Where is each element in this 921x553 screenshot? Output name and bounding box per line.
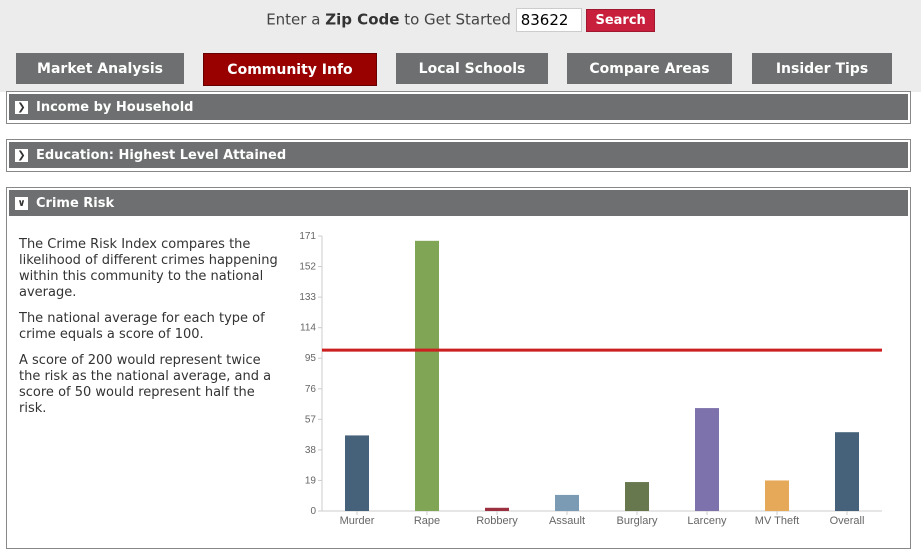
y-tick-label: 0: [310, 506, 316, 517]
bar-assault: [555, 494, 579, 511]
x-tick-label: MV Theft: [755, 515, 799, 527]
zip-form: Enter a Zip Code to Get Started Search: [0, 8, 921, 32]
bar-robbery: [485, 507, 509, 511]
desc-paragraph: The national average for each type of cr…: [19, 311, 265, 342]
crime-risk-chart: 0 19 38 57 76 95 114 133 152 171 Murder Rape Robbery…: [299, 231, 882, 527]
prompt-post: to Get Started: [404, 10, 511, 29]
bar-rape: [415, 240, 439, 511]
bar-mv-theft: [765, 480, 789, 511]
y-tick-label: 152: [299, 262, 316, 273]
panel-crime-risk: ∨ Crime Risk: [6, 187, 911, 549]
crime-description: The Crime Risk Index compares the likeli…: [19, 237, 281, 427]
y-tick-label: 38: [305, 445, 317, 456]
prompt-bold: Zip Code: [325, 10, 400, 29]
bar-murder: [345, 435, 369, 511]
tab-compare-areas[interactable]: Compare Areas: [567, 53, 732, 84]
y-tick-label: 114: [300, 323, 316, 334]
panel-title: Education: Highest Level Attained: [36, 147, 287, 163]
y-tick-label: 76: [305, 384, 317, 395]
search-button[interactable]: Search: [586, 8, 655, 32]
tab-insider-tips[interactable]: Insider Tips: [752, 53, 892, 84]
bar-overall: [835, 432, 859, 511]
bar-larceny: [695, 408, 719, 511]
panel-education-header[interactable]: ❯ Education: Highest Level Attained: [9, 142, 908, 168]
x-tick-label: Assault: [549, 515, 585, 527]
desc-paragraph: The Crime Risk Index compares the likeli…: [19, 237, 278, 300]
tab-community-info[interactable]: Community Info: [203, 53, 377, 86]
y-tick-label: 95: [305, 353, 317, 364]
chevron-right-icon: ❯: [15, 100, 28, 114]
tab-local-schools[interactable]: Local Schools: [396, 53, 548, 84]
tab-market-analysis[interactable]: Market Analysis: [16, 53, 184, 84]
panel-title: Income by Household: [36, 99, 194, 115]
panel-title: Crime Risk: [36, 195, 115, 211]
y-tick-label: 57: [305, 414, 317, 425]
x-tick-label: Larceny: [687, 515, 727, 527]
bar-burglary: [625, 482, 649, 511]
prompt-pre: Enter a: [266, 10, 321, 29]
y-tick-label: 19: [305, 475, 317, 486]
chevron-down-icon: ∨: [15, 196, 28, 210]
x-tick-label: Rape: [414, 515, 440, 527]
panel-crime-header[interactable]: ∨ Crime Risk: [9, 190, 908, 216]
x-tick-label: Robbery: [476, 515, 518, 527]
zip-input[interactable]: [515, 8, 582, 32]
panel-income: ❯ Income by Household: [6, 91, 911, 124]
chevron-right-icon: ❯: [15, 148, 28, 162]
panel-income-header[interactable]: ❯ Income by Household: [9, 94, 908, 120]
x-tick-label: Murder: [340, 515, 375, 527]
y-tick-label: 133: [299, 292, 316, 303]
x-tick-label: Burglary: [617, 515, 658, 527]
panel-education: ❯ Education: Highest Level Attained: [6, 139, 911, 172]
desc-paragraph: A score of 200 would represent twice the…: [19, 353, 272, 416]
x-tick-label: Overall: [830, 515, 865, 527]
y-tick-label: 171: [299, 231, 316, 242]
